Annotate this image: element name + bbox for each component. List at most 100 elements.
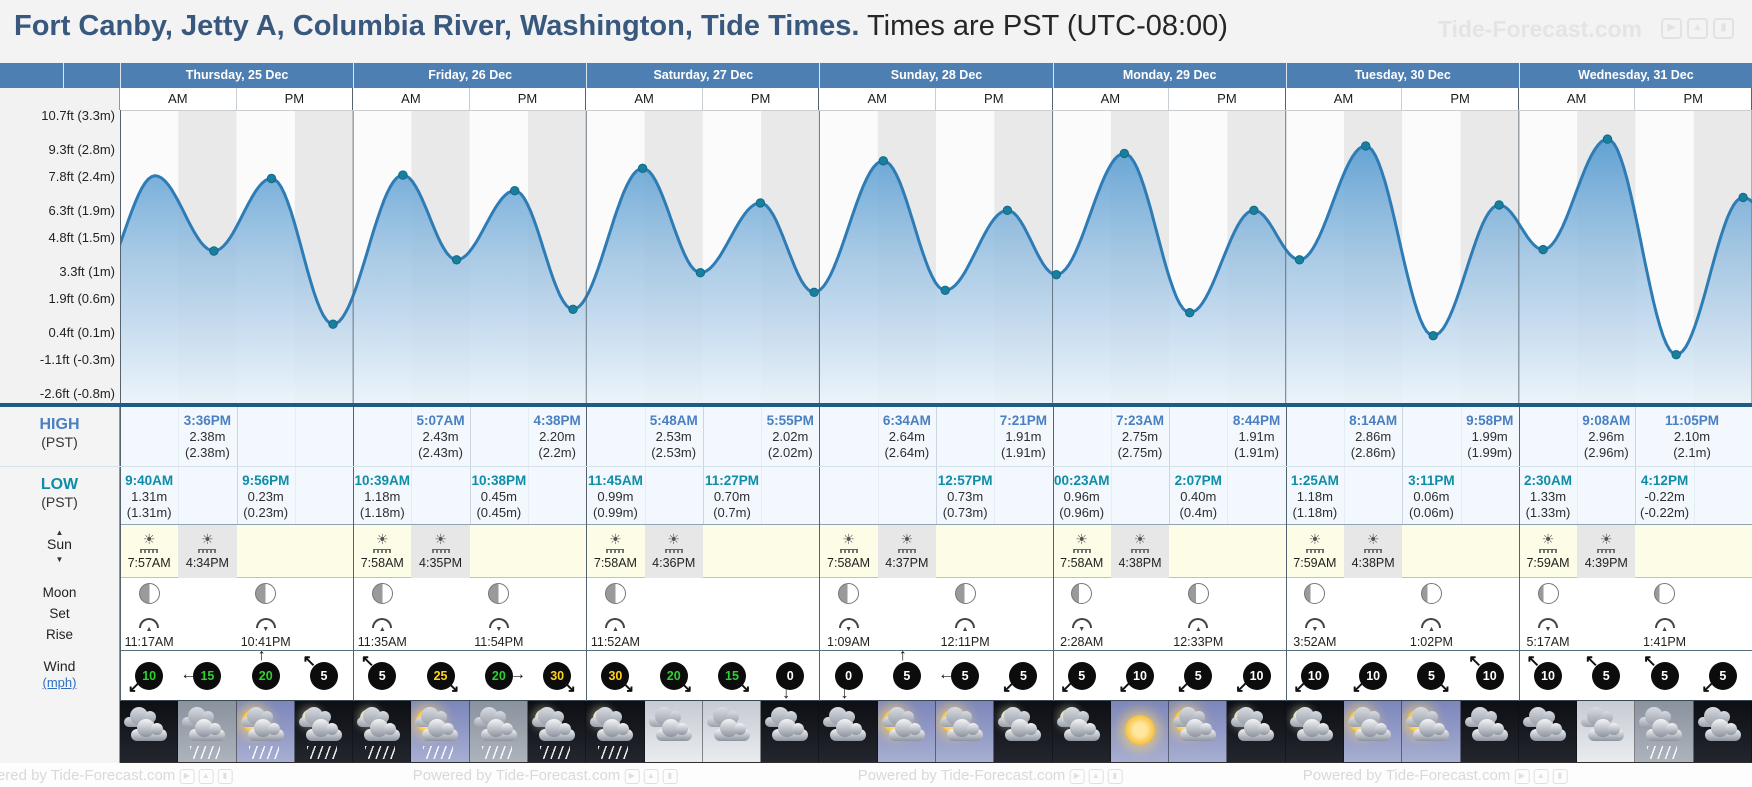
tide-extreme-marker [328,319,338,329]
cell-divider [178,407,180,466]
day-header-5[interactable]: Monday, 29 Dec [1052,63,1286,88]
day-header-2[interactable]: Friday, 26 Dec [353,63,586,88]
wind-direction-arrow-icon: ↖ [302,652,316,670]
cell-divider [1344,467,1345,525]
day-boundary [1052,578,1054,651]
low-tide-height-alt: (-0.22m) [1640,505,1690,520]
day-boundary [1518,467,1520,525]
wind-speed-badge: 5 [1708,662,1737,690]
low-tide-time: 11:45AM [588,473,643,488]
high-tide-time: 3:36PM [183,413,232,428]
sunset-icon: ☀ [409,531,473,553]
weather-cell-cloud [1693,701,1752,763]
day-boundary [1285,651,1287,701]
page-title: Fort Canby, Jetty A, Columbia River, Was… [14,10,1228,43]
low-tide-height-alt: (0.4m) [1179,505,1218,520]
day-boundary [120,407,121,466]
wind-cell: 20 → [470,651,528,701]
day-header-7[interactable]: Wednesday, 31 Dec [1518,63,1752,88]
tide-extreme-marker [1602,134,1613,144]
wind-unit-link[interactable]: (mph) [42,675,77,690]
moon-rise-entry: ▲ 11:35AM [347,583,417,649]
low-tide-height-alt: (0.96m) [1059,505,1105,520]
sunrise-triangle-icon: ▲ [55,528,64,537]
wind-cell: 5 ↑ [878,648,936,701]
tide-extreme-marker [1249,205,1259,216]
sun-rise-time: 7:58AM [593,556,637,570]
y-axis-tick: 10.7ft (3.3m) [41,108,115,124]
high-tide-time: 4:38PM [533,413,581,428]
wind-speed-badge: 10 [1242,662,1271,690]
tide-extreme-marker [1294,255,1305,265]
tide-extreme-marker [1185,308,1195,318]
low-tide-entry: 12:57PM 0.73m (0.73m) [908,472,1022,521]
high-tide-entry: 5:48AM 2.53m (2.53m) [617,412,731,461]
tide-extreme-marker [1361,141,1371,151]
cell-divider [411,407,413,466]
low-tide-height-alt: (1.18m) [359,505,405,520]
moon-phase-icon [954,583,976,604]
moonrise-icon [1654,618,1675,628]
moon-set-time: 10:41PM [240,635,291,649]
sunset-icon: ☀ [875,531,939,553]
cell-divider [1693,467,1695,525]
sun-rise-time: 7:59AM [1293,556,1337,570]
wind-direction-arrow-icon: ↓ [782,685,791,702]
wind-cell: 10 ↙ [1111,651,1169,701]
day-boundary [353,525,355,578]
subheader-pm-day2: PM [469,88,587,110]
weather-cell-moonrain [294,701,354,763]
wind-speed-badge: 0 [834,662,863,690]
high-tide-time: 6:34AM [882,413,931,428]
tide-extreme-marker [637,163,648,173]
high-tide-entry: 9:08AM 2.96m (2.96m) [1549,412,1663,461]
tide-height-y-axis: 10.7ft (3.3m) 9.3ft (2.8m) 7.8ft (2.4m) 6.3… [0,108,121,403]
cell-divider [528,467,529,525]
high-tide-entry: 11:05PM 2.10m (2.1m) [1635,412,1749,461]
wind-cell: 25 ↘ [411,651,469,701]
sun-glyph: ☀ [142,531,156,547]
moonset-icon [838,618,859,628]
day-header-3[interactable]: Saturday, 27 Dec [586,63,819,88]
wind-direction-arrow-icon: ↖ [1468,652,1482,670]
day-header-1[interactable]: Thursday, 25 Dec [120,63,353,88]
sun-set-time: 4:35PM [419,556,463,570]
tide-extreme-marker [398,170,408,180]
day-header-4[interactable]: Sunday, 28 Dec [819,63,1052,88]
moon-set-entry: ▼ 11:54PM [464,583,534,649]
cloud-icon [1296,719,1333,741]
wind-cell: 10 ↖ [1461,651,1519,701]
wind-speed-badge: 5 [309,662,338,690]
high-tide-time: 5:48AM [649,413,698,428]
cell-divider [411,467,413,525]
day-header-6[interactable]: Tuesday, 30 Dec [1285,63,1519,88]
day-boundary [353,407,355,466]
moonrise-icon [1188,618,1209,628]
sun-glyph: ☀ [609,531,622,547]
wind-speed-badge: 5 [1067,662,1096,690]
wind-direction-arrow-icon: ↘ [445,679,460,697]
cell-divider [644,407,646,466]
low-tide-time: 3:11PM [1408,473,1455,488]
day-boundary [1285,578,1287,651]
sun-glyph: ☀ [376,531,389,547]
moon-rise-time: 12:33PM [1173,635,1224,649]
wind-direction-arrow-icon: ↖ [1643,652,1657,670]
moon-rise-time: 1:41PM [1643,635,1687,649]
weather-cell-rain [469,701,528,763]
high-tide-time: 5:07AM [416,413,465,428]
day-boundary [1285,525,1287,578]
cell-divider [236,467,238,525]
y-axis-tick: 0.4ft (0.1m) [48,324,115,340]
cell-divider [702,407,704,466]
cell-divider [178,467,180,525]
page-title-timezone: Times are PST (UTC-08:00) [866,10,1228,42]
moon-phase-icon [604,583,626,604]
low-tide-height: 0.45m [480,489,517,504]
moon-phase-icon [1187,583,1209,604]
app-store-icon: ▶ [1514,768,1530,784]
moonrise-icon [1421,618,1442,628]
cell-divider [1402,407,1404,466]
site-watermark: Tide-Forecast.com [1437,16,1642,42]
moonrise-icon [605,618,626,628]
